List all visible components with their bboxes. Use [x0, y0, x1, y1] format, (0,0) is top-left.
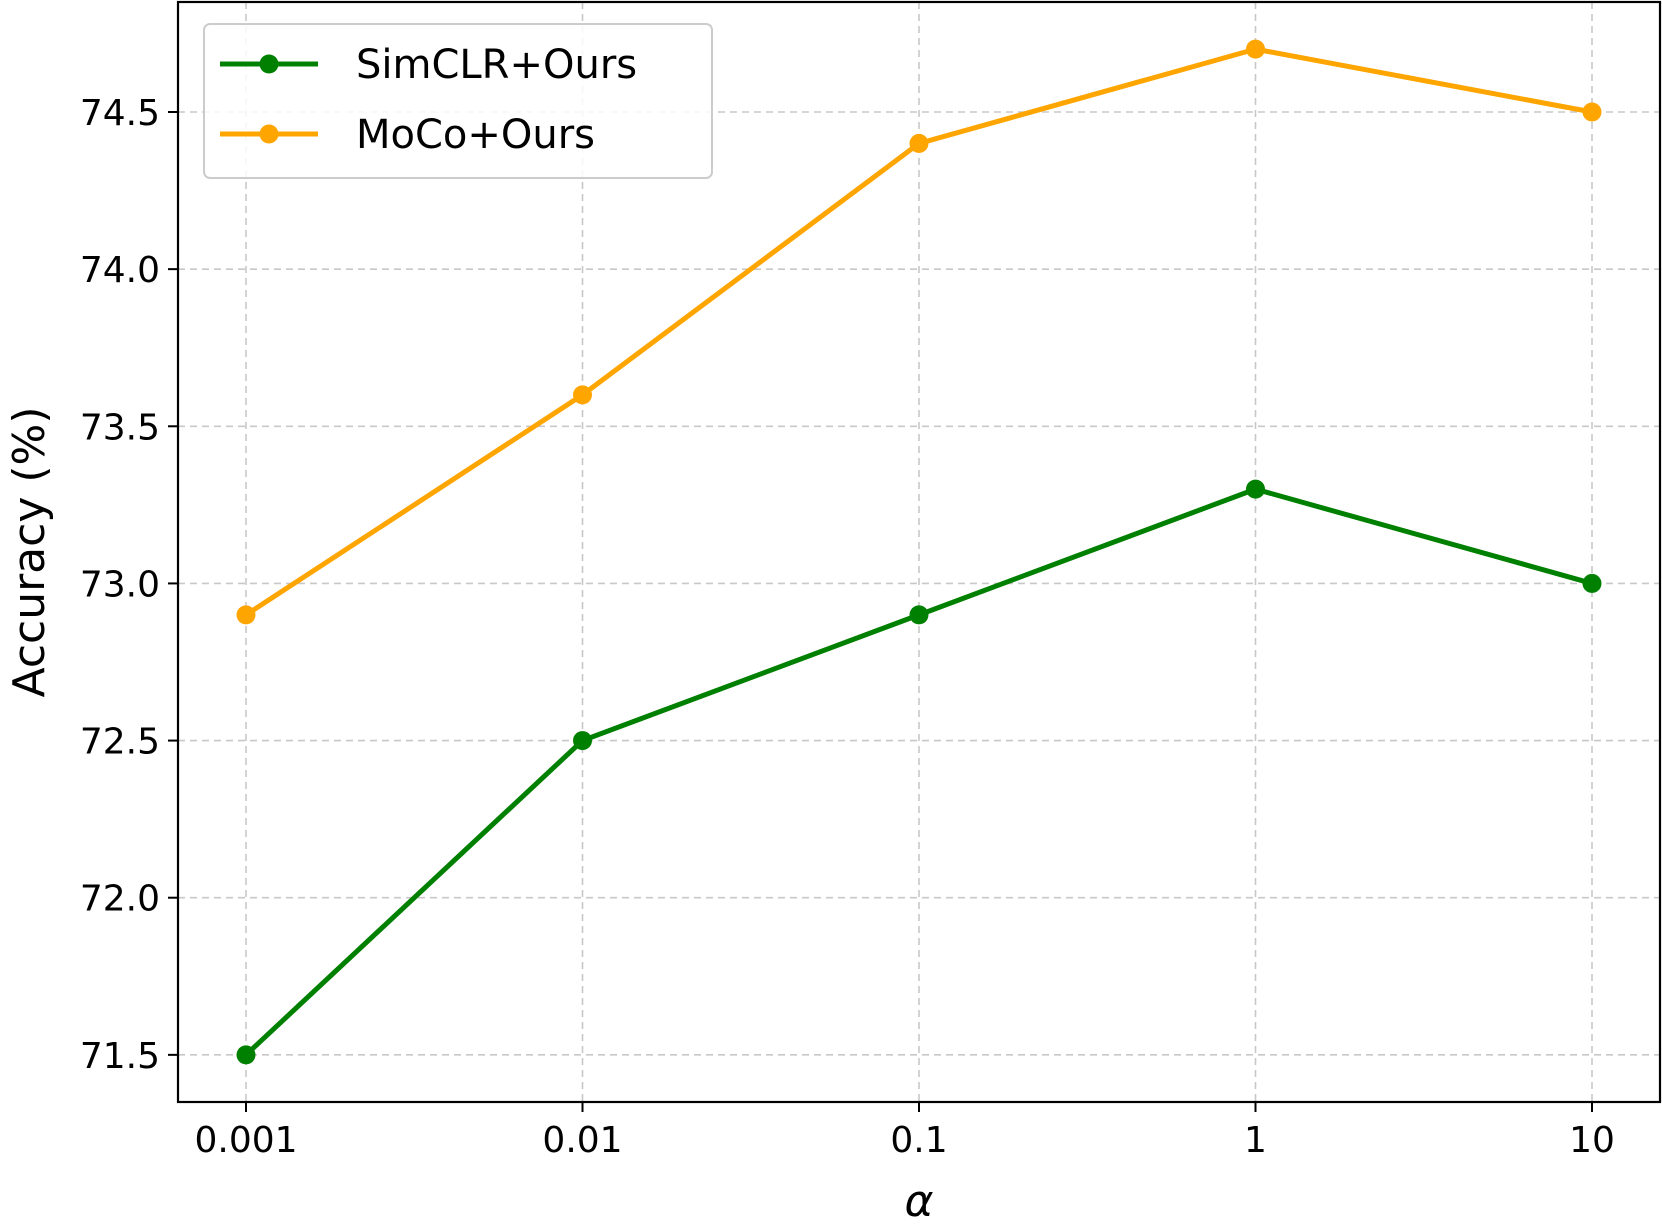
data-point [1582, 573, 1602, 593]
legend-marker [259, 124, 279, 144]
data-point [909, 605, 929, 625]
data-point [1582, 102, 1602, 122]
series-0 [236, 479, 1602, 1065]
x-tick-label: 0.1 [890, 1120, 947, 1161]
y-tick-label: 71.5 [80, 1036, 160, 1077]
x-tick-label: 10 [1569, 1120, 1615, 1161]
y-tick-label: 74.5 [80, 93, 160, 134]
y-tick-label: 74.0 [80, 250, 160, 291]
series-1 [236, 39, 1602, 625]
y-tick-label: 72.0 [80, 879, 160, 920]
x-axis-title: α [904, 1176, 933, 1227]
x-tick-label: 1 [1244, 1120, 1267, 1161]
data-point [573, 385, 592, 405]
data-point [573, 731, 592, 751]
data-point [236, 605, 256, 625]
series-lines [236, 39, 1602, 1065]
data-point [1246, 39, 1265, 59]
legend: SimCLR+Ours MoCo+Ours [203, 23, 713, 179]
legend-label: MoCo+Ours [356, 112, 595, 158]
x-tick-label: 0.001 [194, 1120, 297, 1161]
legend-box [203, 23, 713, 179]
y-tick-label: 73.5 [80, 407, 160, 448]
legend-marker [259, 54, 279, 74]
y-axis-title: Accuracy (%) [4, 406, 55, 697]
data-point [909, 133, 929, 153]
data-point [236, 1045, 256, 1065]
y-tick-label: 73.0 [80, 564, 160, 605]
legend-label: SimCLR+Ours [356, 42, 637, 88]
x-tick-label: 0.01 [542, 1120, 622, 1161]
data-point [1246, 479, 1265, 499]
axis-ticks: 0.001 0.01 0.1 1 10 71.5 72.0 72.5 73.0 73.5 74.0 7… [80, 93, 1615, 1161]
y-tick-label: 72.5 [80, 722, 160, 763]
